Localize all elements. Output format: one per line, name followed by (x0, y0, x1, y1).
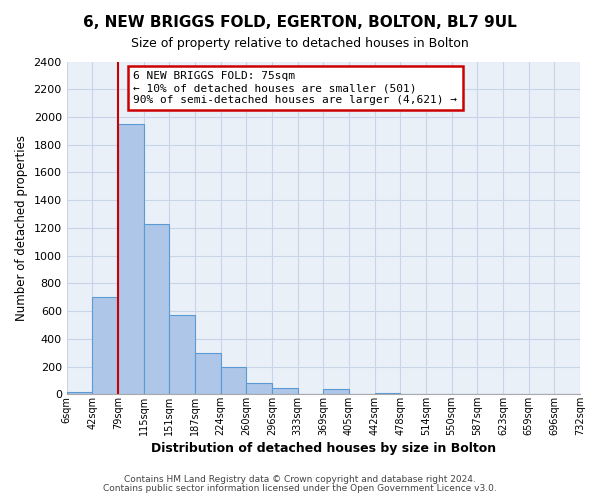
Text: Contains public sector information licensed under the Open Government Licence v3: Contains public sector information licen… (103, 484, 497, 493)
Bar (169, 314, 195, 394)
Bar (67, 392, 92, 394)
X-axis label: Distribution of detached houses by size in Bolton: Distribution of detached houses by size … (151, 442, 496, 455)
Bar (221, 366, 247, 394)
Y-axis label: Number of detached properties: Number of detached properties (15, 135, 28, 321)
Bar (323, 390, 349, 394)
Text: 6 NEW BRIGGS FOLD: 75sqm
← 10% of detached houses are smaller (501)
90% of semi-: 6 NEW BRIGGS FOLD: 75sqm ← 10% of detach… (133, 72, 457, 104)
Bar (272, 388, 298, 394)
Bar (195, 352, 221, 395)
Bar (92, 297, 118, 394)
Bar (374, 393, 400, 394)
Bar (118, 124, 143, 394)
Text: Size of property relative to detached houses in Bolton: Size of property relative to detached ho… (131, 38, 469, 51)
Bar (143, 224, 169, 394)
Bar (247, 382, 272, 394)
Text: 6, NEW BRIGGS FOLD, EGERTON, BOLTON, BL7 9UL: 6, NEW BRIGGS FOLD, EGERTON, BOLTON, BL7… (83, 15, 517, 30)
Text: Contains HM Land Registry data © Crown copyright and database right 2024.: Contains HM Land Registry data © Crown c… (124, 476, 476, 484)
